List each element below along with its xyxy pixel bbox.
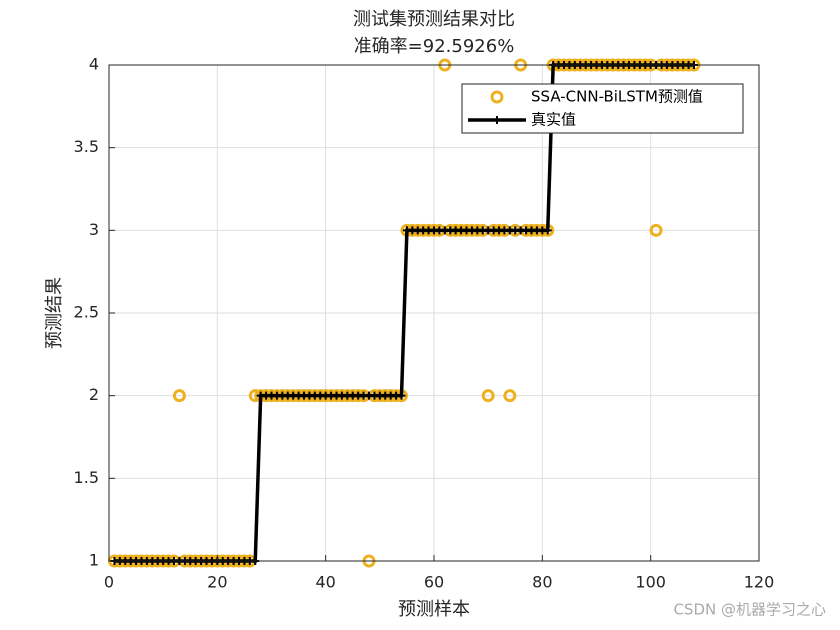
y-tick-label: 2 [89, 385, 99, 404]
x-tick-label: 40 [315, 573, 335, 592]
y-tick-label: 1 [89, 551, 99, 570]
plus-marker [543, 226, 552, 235]
y-tick-label: 3.5 [74, 137, 99, 156]
legend-marker [490, 90, 504, 104]
watermark: CSDN @机器学习之心 [673, 601, 826, 619]
x-tick-label: 80 [532, 573, 552, 592]
prediction-point [649, 223, 663, 237]
chart-title: 测试集预测结果对比 [353, 9, 515, 30]
x-tick-label: 100 [635, 573, 666, 592]
x-tick-label: 20 [207, 573, 227, 592]
x-tick-label: 0 [104, 573, 114, 592]
y-tick-label: 4 [89, 55, 99, 74]
y-tick-label: 2.5 [74, 303, 99, 322]
chart-subtitle: 准确率=92.5926% [354, 36, 515, 57]
x-tick-label: 120 [744, 573, 775, 592]
y-axis-label: 预测结果 [44, 277, 65, 349]
legend-box [461, 83, 744, 134]
prediction-point [503, 389, 517, 403]
legend-label: SSA-CNN-BiLSTM预测值 [531, 88, 703, 106]
prediction-point [481, 389, 495, 403]
x-axis-label: 预测样本 [398, 599, 470, 620]
prediction-point [172, 389, 186, 403]
legend-marker [493, 116, 501, 124]
y-tick-label: 3 [89, 220, 99, 239]
plus-marker [397, 391, 406, 400]
legend-label: 真实值 [531, 111, 576, 129]
x-tick-label: 60 [424, 573, 444, 592]
y-tick-label: 1.5 [74, 468, 99, 487]
